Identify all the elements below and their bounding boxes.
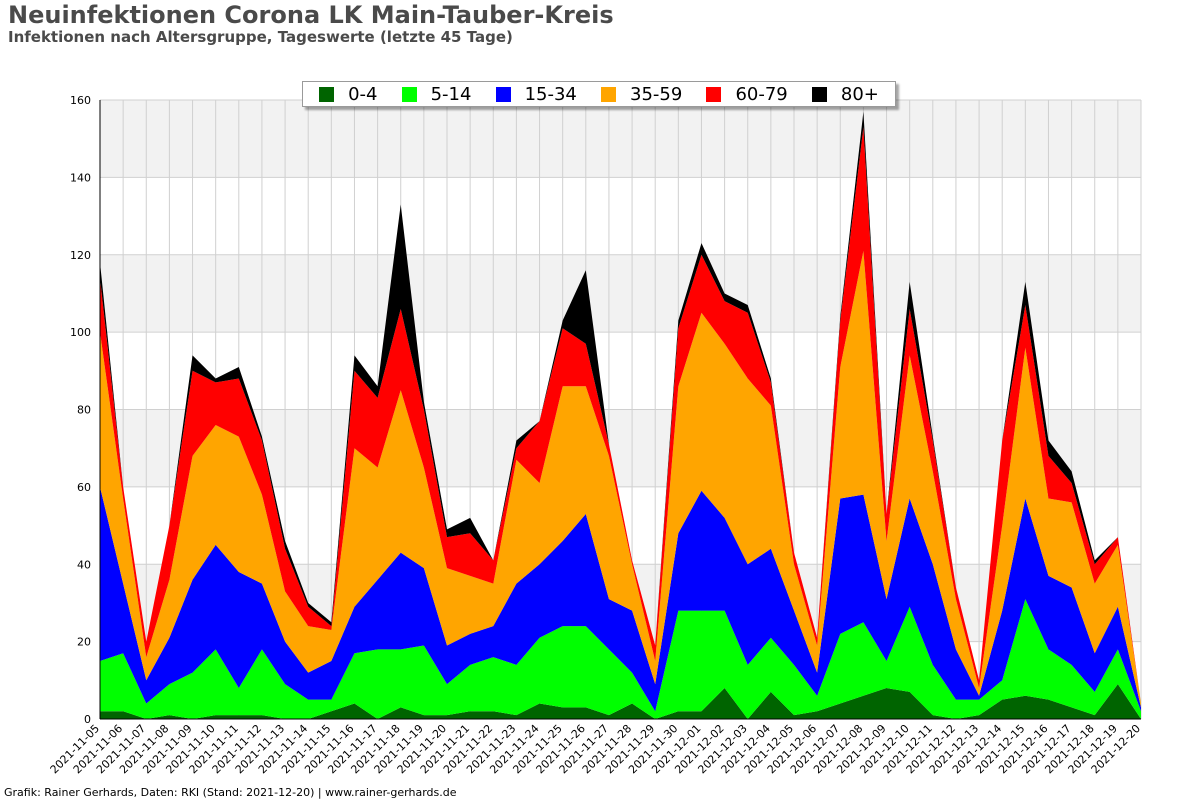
legend-label: 0-4 <box>348 83 378 105</box>
legend-item: 60-79 <box>706 83 788 105</box>
legend-item: 35-59 <box>601 84 682 105</box>
legend-swatch <box>706 86 722 102</box>
axes <box>99 100 1141 720</box>
y-tick-label: 40 <box>77 558 91 571</box>
grid-band <box>100 100 1141 178</box>
legend-swatch <box>601 86 617 102</box>
legend-item: 15-34 <box>495 83 577 105</box>
y-tick-label: 20 <box>77 636 91 649</box>
grid-band <box>100 254 1141 333</box>
y-tick-label: 80 <box>77 404 91 417</box>
legend-item: 0-4 <box>319 84 377 105</box>
chart-title: Neuinfektionen Corona LK Main-Tauber-Kre… <box>8 1 614 29</box>
series-areas <box>100 111 1141 719</box>
legend-swatch <box>401 86 417 102</box>
chart-subtitle: Infektionen nach Altersgruppe, Tageswert… <box>8 28 513 46</box>
series-area-5-14 <box>100 599 1141 719</box>
legend-swatch <box>811 86 827 102</box>
y-tick-label: 60 <box>77 481 91 494</box>
legend: 0-4 5-14 15-34 35-59 60-79 80+ <box>302 81 896 107</box>
legend-item: 5-14 <box>401 83 472 105</box>
legend-swatch <box>495 86 511 102</box>
legend-label: 15-34 <box>524 83 577 105</box>
y-tick-label: 140 <box>70 171 91 184</box>
legend-label: 35-59 <box>630 83 683 105</box>
y-tick-labels: 0 20 40 60 80 100 120 140 160 <box>70 94 91 726</box>
legend-label: 80+ <box>840 83 879 105</box>
series-area-0-4 <box>100 684 1141 719</box>
legend-label: 60-79 <box>735 83 788 105</box>
footer-credit: Grafik: Rainer Gerhards, Daten: RKI (Sta… <box>4 786 457 799</box>
legend-item: 80+ <box>811 83 879 105</box>
x-tick-labels: 2021-11-052021-11-062021-11-072021-11-08… <box>48 722 1143 776</box>
legend-swatch <box>319 86 335 102</box>
y-tick-label: 160 <box>70 94 91 107</box>
legend-label: 5-14 <box>430 83 472 105</box>
series-area-15-34 <box>100 486 1141 712</box>
y-tick-label: 100 <box>70 326 91 339</box>
series-area-35-59 <box>100 250 1141 708</box>
grid-band <box>100 409 1141 487</box>
y-tick-label: 120 <box>70 249 91 262</box>
y-tick-label: 0 <box>84 713 91 726</box>
